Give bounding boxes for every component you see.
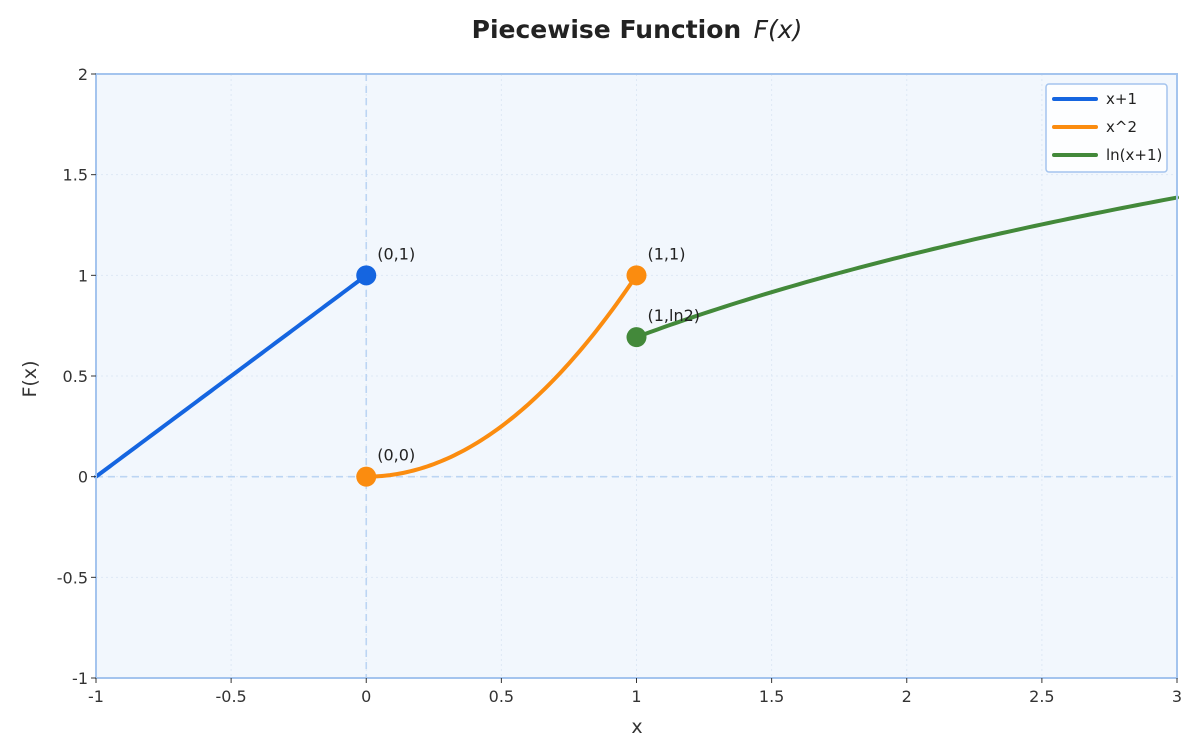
x-tick-label: 2.5: [1029, 687, 1054, 706]
chart-title: Piecewise Function F(x): [472, 15, 803, 44]
point-annotations: (0,1) (0,0) (1,1) (1,ln2): [377, 244, 700, 464]
y-tick-label: 1: [78, 266, 88, 285]
point-annotation-1: (0,1): [377, 244, 415, 263]
y-tick-label: 0.5: [63, 367, 88, 386]
point-annotation-4: (1,ln2): [648, 306, 701, 325]
reference-lines: [96, 74, 1177, 678]
point-marker-4: [626, 327, 647, 348]
point-marker-1: [356, 265, 377, 286]
x-tick-label: 1: [631, 687, 641, 706]
y-tick-label: 0: [78, 468, 88, 487]
x-axis-label: x: [631, 716, 642, 738]
x-tick-label: 1.5: [759, 687, 784, 706]
x-tick-label: 2: [902, 687, 912, 706]
legend-label-2: x^2: [1106, 118, 1137, 136]
legend-label-1: x+1: [1106, 90, 1137, 108]
chart-title-math: F(x): [754, 15, 803, 44]
legend-label-3: ln(x+1): [1106, 146, 1162, 164]
chart-title-text: Piecewise Function: [472, 15, 742, 44]
point-annotation-3: (1,1): [648, 244, 686, 263]
y-axis-label: F(x): [19, 361, 41, 398]
x-tick-label: -0.5: [216, 687, 247, 706]
y-tick-label: 2: [78, 65, 88, 84]
series-line-2: [364, 273, 639, 479]
point-marker-3: [626, 265, 647, 286]
series-line-3: [634, 195, 1179, 340]
axis-ticks: -1 -0.5 0 0.5 1 1.5 2 2.5 3 -1 -0.5 0 0.5 1 1.5 2: [57, 65, 1182, 706]
y-tick-label: -1: [72, 669, 88, 688]
series-lines: [94, 195, 1179, 479]
point-annotation-2: (0,0): [377, 446, 415, 465]
y-tick-label: -0.5: [57, 568, 88, 587]
x-tick-label: -1: [88, 687, 104, 706]
legend: x+1 x^2 ln(x+1): [1045, 83, 1168, 173]
x-tick-label: 3: [1172, 687, 1182, 706]
point-marker-2: [356, 466, 377, 487]
y-tick-label: 1.5: [63, 166, 88, 185]
x-tick-label: 0: [361, 687, 371, 706]
highlighted-points: [356, 265, 647, 487]
x-tick-label: 0.5: [489, 687, 514, 706]
series-line-1: [94, 273, 369, 479]
legend-box: [1045, 83, 1168, 173]
